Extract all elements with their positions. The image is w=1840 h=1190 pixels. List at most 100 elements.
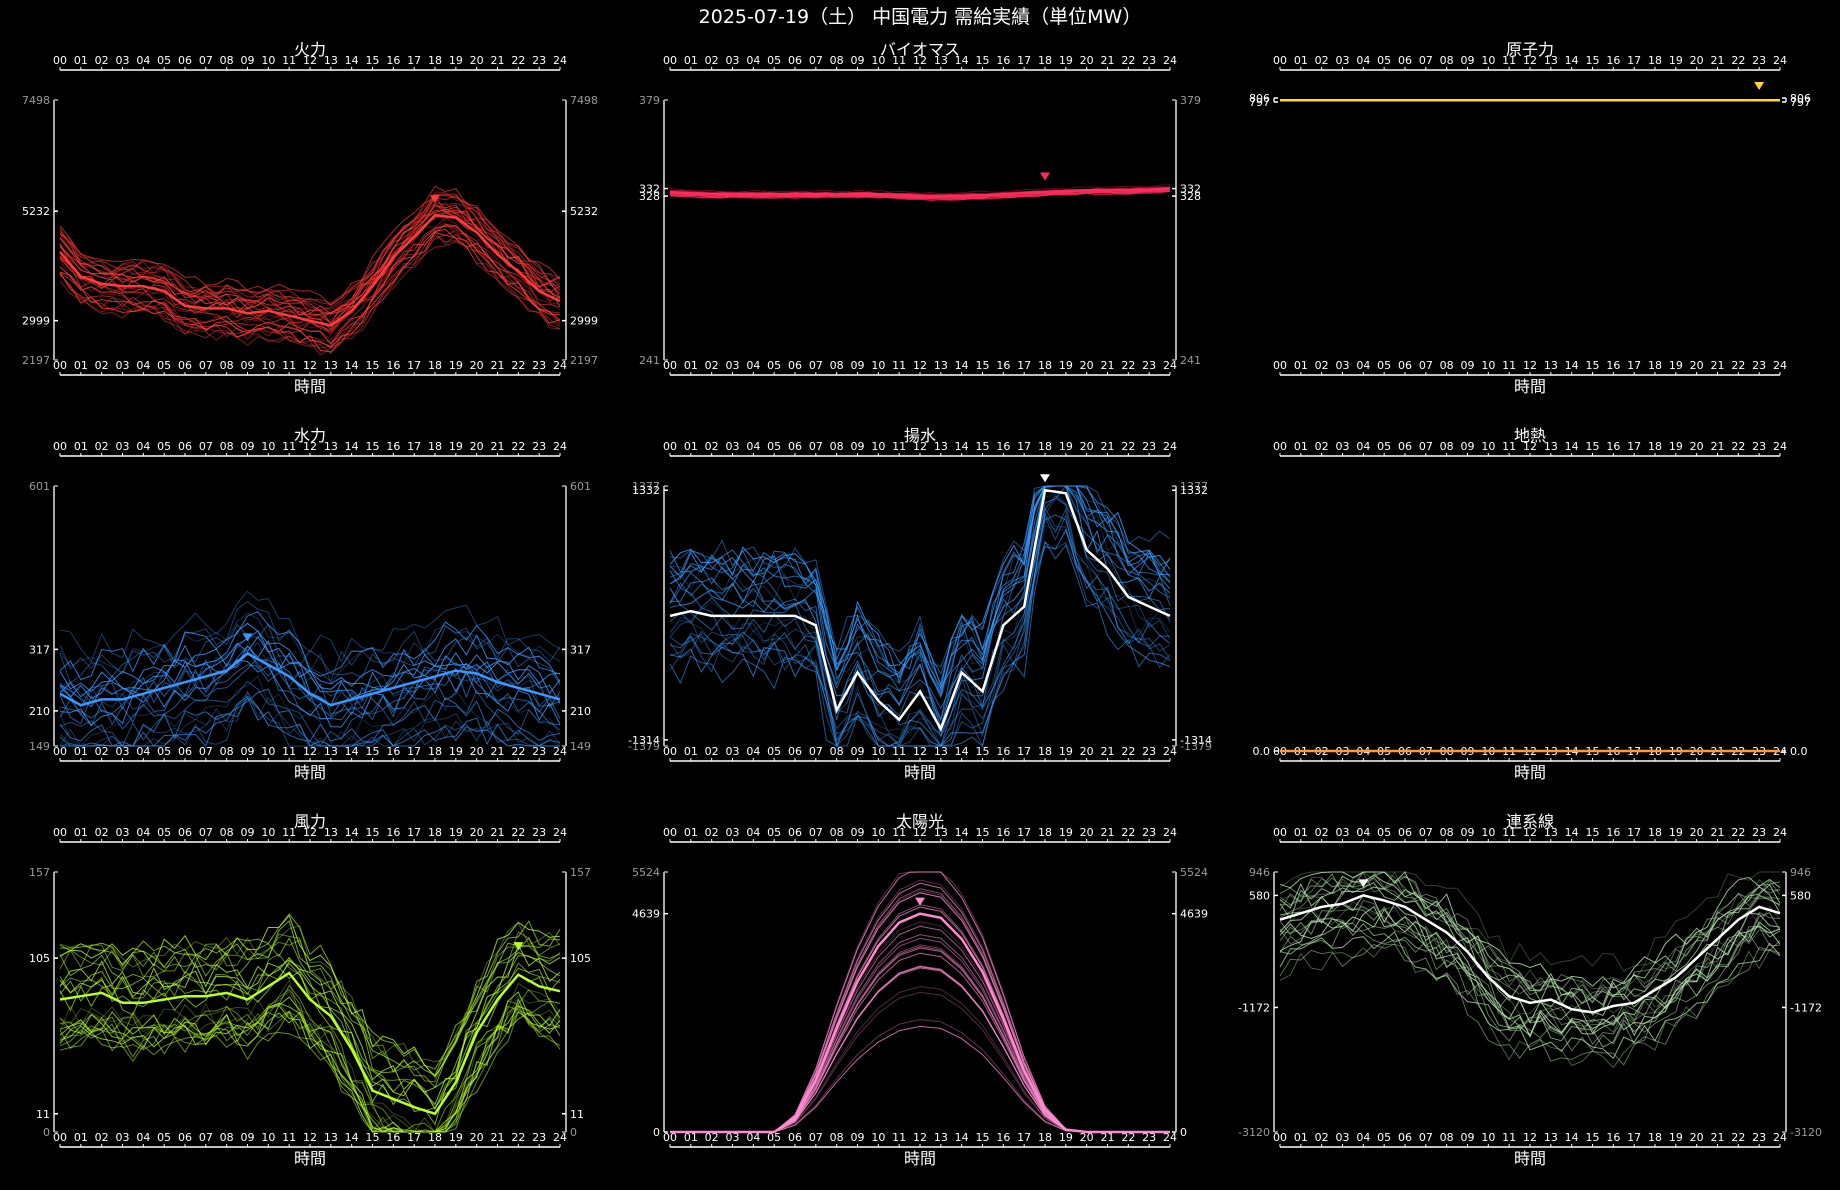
x-tick-label: 19 — [1669, 826, 1683, 839]
x-tick-label: 18 — [428, 1131, 442, 1144]
x-tick-label: 16 — [1606, 440, 1620, 453]
x-tick-label: 09 — [851, 359, 865, 372]
past-day-line — [670, 925, 1170, 1133]
x-tick-label: 17 — [1017, 1131, 1031, 1144]
x-tick-label: 11 — [1502, 359, 1516, 372]
x-tick-label: 16 — [996, 745, 1010, 758]
x-tick-label: 02 — [95, 440, 109, 453]
x-tick-label: 24 — [553, 440, 567, 453]
x-tick-label: 04 — [1356, 1131, 1370, 1144]
x-tick-label: 22 — [511, 440, 525, 453]
x-tick-label: 05 — [157, 440, 171, 453]
x-tick-label: 08 — [220, 826, 234, 839]
x-tick-label: 20 — [470, 745, 484, 758]
x-tick-label: 00 — [663, 54, 677, 67]
x-tick-label: 15 — [366, 1131, 380, 1144]
y-tick-label: 1332 — [632, 484, 660, 497]
x-tick-label: 00 — [1273, 440, 1287, 453]
panel-title: 地熱 — [1514, 426, 1546, 445]
x-tick-label: 20 — [470, 359, 484, 372]
x-tick-label: 23 — [1752, 826, 1766, 839]
x-tick-label: 13 — [1544, 440, 1558, 453]
x-tick-label: 08 — [220, 440, 234, 453]
x-tick-label: 03 — [116, 826, 130, 839]
x-tick-label: 03 — [116, 54, 130, 67]
y-tick-label: 241 — [1180, 354, 1201, 367]
x-tick-label: 18 — [1038, 359, 1052, 372]
x-tick-label: 07 — [1419, 359, 1433, 372]
x-tick-label: 16 — [996, 1131, 1010, 1144]
past-day-line — [669, 506, 1171, 747]
x-tick-label: 08 — [1440, 440, 1454, 453]
x-tick-label: 18 — [1038, 1131, 1052, 1144]
x-tick-label: 17 — [407, 359, 421, 372]
x-tick-label: 24 — [1773, 359, 1787, 372]
x-tick-label: 09 — [1461, 826, 1475, 839]
x-tick-label: 09 — [241, 826, 255, 839]
x-tick-label: 24 — [553, 826, 567, 839]
x-tick-label: 00 — [53, 745, 67, 758]
x-tick-label: 03 — [116, 440, 130, 453]
x-tick-label: 01 — [684, 54, 698, 67]
x-tick-label: 00 — [53, 440, 67, 453]
past-day-line — [670, 888, 1170, 1133]
x-tick-label: 12 — [1523, 826, 1537, 839]
x-tick-label: 18 — [1038, 54, 1052, 67]
y-tick-label: 332 — [1180, 183, 1201, 196]
panel-6: 地熱 00 01 02 03 04 05 06 07 08 09 10 11 12 13 14 15 16 17 18… — [1253, 426, 1808, 782]
x-tick-label: 05 — [767, 440, 781, 453]
panel-1: 火力 00 01 02 03 04 05 06 07 08 09 10 11 12 13 14 15 16 17 18… — [22, 40, 598, 396]
x-tick-label: 18 — [1648, 54, 1662, 67]
x-tick-label: 24 — [1163, 1131, 1177, 1144]
x-tick-label: 21 — [1711, 1131, 1725, 1144]
x-tick-label: 01 — [1294, 54, 1308, 67]
past-day-line — [669, 498, 1171, 740]
x-tick-label: 10 — [1481, 826, 1495, 839]
y-tick-label: -1314 — [1180, 734, 1212, 747]
x-tick-label: 10 — [261, 54, 275, 67]
x-tick-label: 08 — [220, 54, 234, 67]
x-tick-label: 07 — [809, 745, 823, 758]
y-tick-label: 797 — [1249, 96, 1270, 109]
x-tick-label: 14 — [1565, 826, 1579, 839]
x-tick-label: 12 — [913, 1131, 927, 1144]
x-tick-label: 18 — [428, 745, 442, 758]
x-tick-label: 22 — [1121, 1131, 1135, 1144]
x-tick-label: 19 — [1669, 54, 1683, 67]
x-tick-label: 05 — [1377, 1131, 1391, 1144]
today-line — [669, 488, 1171, 733]
past-day-line — [59, 991, 561, 1133]
past-day-line — [59, 601, 561, 682]
x-tick-label: 20 — [1080, 1131, 1094, 1144]
x-tick-label: 19 — [1059, 440, 1073, 453]
y-tick-label: -1172 — [1238, 1001, 1270, 1014]
x-tick-label: 23 — [532, 359, 546, 372]
today-line — [669, 187, 1171, 198]
x-tick-label: 21 — [491, 359, 505, 372]
past-day-line — [59, 664, 561, 730]
y-tick-label: 379 — [1180, 94, 1201, 107]
x-tick-label: 17 — [407, 54, 421, 67]
x-tick-label: 06 — [788, 745, 802, 758]
x-tick-label: 14 — [345, 54, 359, 67]
x-tick-label: 02 — [1315, 440, 1329, 453]
past-day-line — [59, 204, 561, 320]
x-tick-label: 06 — [178, 826, 192, 839]
past-day-line — [59, 1010, 561, 1133]
x-tick-label: 02 — [705, 359, 719, 372]
x-tick-label: 07 — [809, 1131, 823, 1144]
past-day-line — [1279, 943, 1781, 1069]
x-tick-label: 01 — [74, 359, 88, 372]
x-tick-label: 15 — [1586, 826, 1600, 839]
x-tick-label: 03 — [116, 1131, 130, 1144]
y-tick-label: 241 — [639, 354, 660, 367]
x-tick-label: 17 — [1627, 826, 1641, 839]
x-axis-label: 時間 — [294, 1149, 326, 1168]
y-tick-label: 5524 — [632, 866, 660, 879]
x-tick-label: 13 — [324, 1131, 338, 1144]
peak-marker — [242, 633, 253, 642]
x-tick-label: 22 — [1121, 826, 1135, 839]
x-tick-label: 09 — [851, 1131, 865, 1144]
past-day-line — [669, 485, 1171, 676]
x-tick-label: 05 — [1377, 54, 1391, 67]
